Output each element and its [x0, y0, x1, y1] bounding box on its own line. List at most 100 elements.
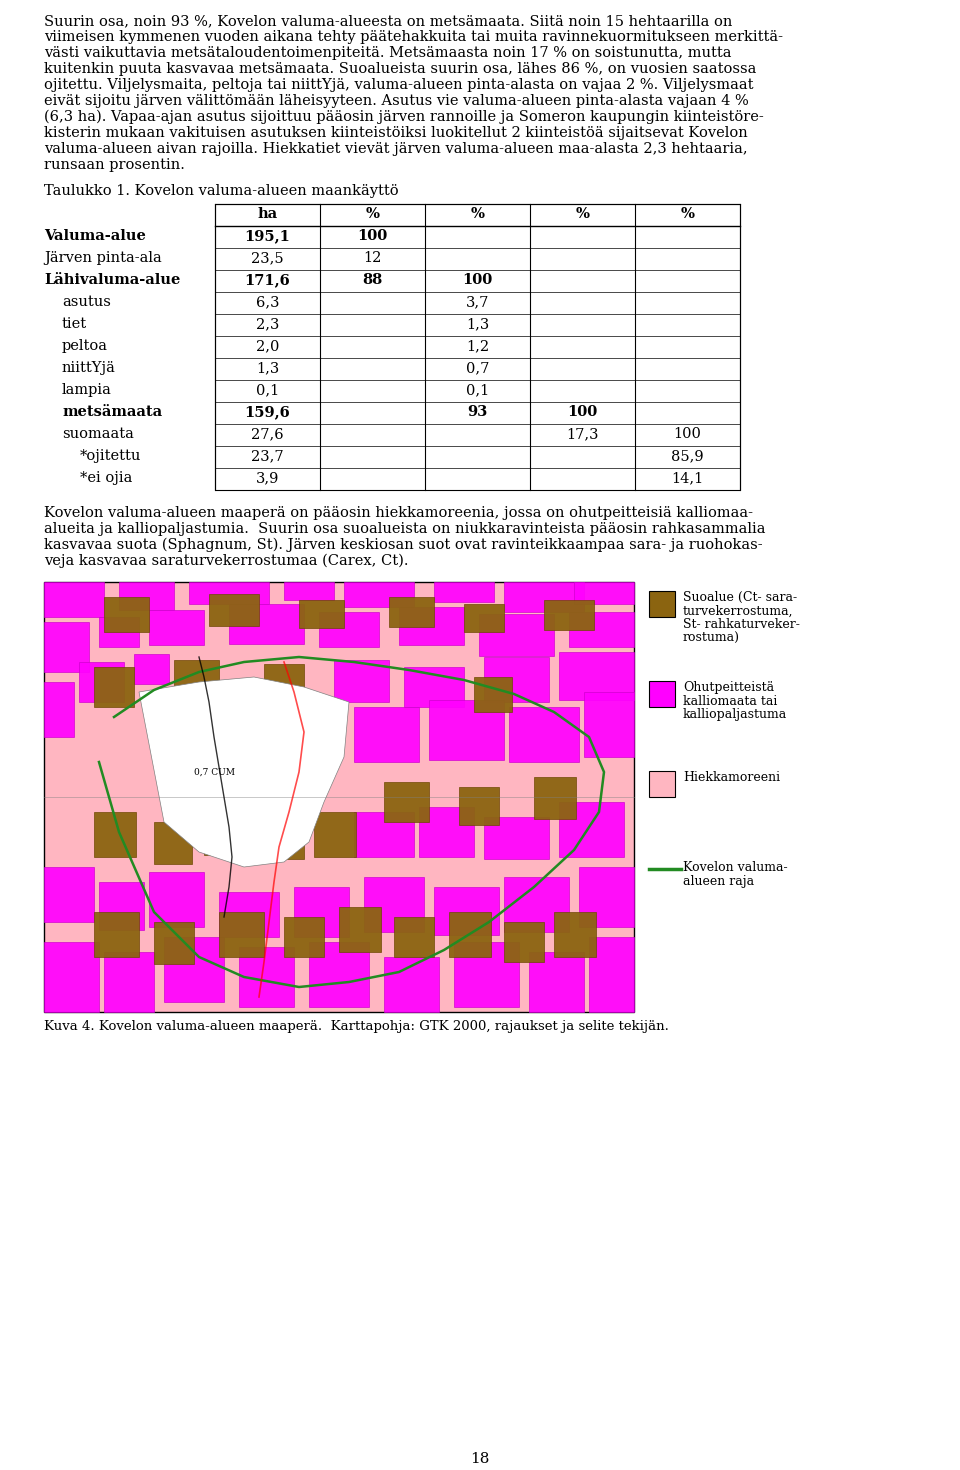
Polygon shape [479, 614, 554, 656]
Polygon shape [229, 604, 304, 644]
Text: 1,3: 1,3 [466, 318, 490, 331]
Text: Kovelon valuma-alueen maaperä on pääosin hiekkamoreenia, jossa on ohutpeitteisiä: Kovelon valuma-alueen maaperä on pääosin… [44, 506, 753, 520]
Text: 159,6: 159,6 [245, 406, 290, 419]
Polygon shape [44, 867, 94, 922]
Text: valuma-alueen aivan rajoilla. Hiekkatiet vievät järven valuma-alueen maa-alasta : valuma-alueen aivan rajoilla. Hiekkatiet… [44, 143, 748, 156]
Text: 2,3: 2,3 [255, 318, 279, 331]
Polygon shape [219, 892, 279, 936]
Polygon shape [449, 911, 491, 957]
Polygon shape [434, 582, 494, 603]
Polygon shape [94, 667, 134, 707]
Polygon shape [394, 917, 434, 957]
Polygon shape [554, 911, 596, 957]
Text: kasvavaa suota (Sphagnum, St). Järven keskiosan suot ovat ravinteikkaampaa sara-: kasvavaa suota (Sphagnum, St). Järven ke… [44, 538, 762, 553]
Polygon shape [579, 867, 634, 928]
Text: 100: 100 [567, 406, 598, 419]
Text: niittYjä: niittYjä [62, 362, 116, 375]
Polygon shape [504, 878, 569, 932]
Text: asutus: asutus [62, 295, 110, 309]
Polygon shape [429, 700, 504, 760]
Text: 93: 93 [468, 406, 488, 419]
Polygon shape [99, 882, 144, 931]
Text: 3,9: 3,9 [255, 470, 279, 485]
Text: kalliopaljastuma: kalliopaljastuma [683, 709, 787, 720]
Polygon shape [204, 807, 249, 856]
Text: *ojitettu: *ojitettu [80, 448, 141, 463]
Text: 1,2: 1,2 [466, 340, 489, 353]
Polygon shape [44, 682, 74, 736]
Text: *ei ojia: *ei ojia [80, 470, 132, 485]
Text: 27,6: 27,6 [252, 426, 284, 441]
Polygon shape [384, 782, 429, 822]
Text: kalliomaata tai: kalliomaata tai [683, 694, 778, 707]
Text: 100: 100 [674, 426, 702, 441]
Polygon shape [339, 907, 381, 953]
Polygon shape [589, 936, 634, 1011]
Text: Kuva 4. Kovelon valuma-alueen maaperä.  Karttapohja: GTK 2000, rajaukset ja seli: Kuva 4. Kovelon valuma-alueen maaperä. K… [44, 1020, 669, 1033]
Polygon shape [504, 582, 584, 612]
Text: %: % [470, 207, 485, 220]
Text: %: % [681, 207, 694, 220]
Text: 2,0: 2,0 [255, 340, 279, 353]
Polygon shape [559, 803, 624, 857]
Text: 0,7 CUM: 0,7 CUM [194, 767, 234, 776]
Polygon shape [319, 612, 379, 647]
Polygon shape [474, 678, 512, 711]
Polygon shape [504, 922, 544, 961]
Text: kisterin mukaan vakituisen asutuksen kiinteistöiksi luokitellut 2 kiinteistöä si: kisterin mukaan vakituisen asutuksen kii… [44, 126, 748, 140]
Bar [649, 681, 675, 707]
Polygon shape [459, 786, 499, 825]
Polygon shape [404, 667, 464, 707]
Text: turvekerrostuma,: turvekerrostuma, [683, 604, 794, 617]
Polygon shape [164, 936, 224, 1003]
Polygon shape [354, 811, 414, 857]
Text: 18: 18 [470, 1452, 490, 1466]
Polygon shape [354, 707, 419, 761]
Text: 0,1: 0,1 [466, 384, 490, 397]
Polygon shape [384, 957, 439, 1011]
Text: 100: 100 [463, 273, 492, 287]
Text: 12: 12 [363, 251, 382, 265]
Polygon shape [299, 600, 344, 628]
Polygon shape [264, 664, 304, 700]
Text: %: % [575, 207, 589, 220]
Text: 0,1: 0,1 [256, 384, 279, 397]
Polygon shape [99, 617, 139, 647]
Text: (6,3 ha). Vapaa-ajan asutus sijoittuu pääosin järven rannoille ja Someron kaupun: (6,3 ha). Vapaa-ajan asutus sijoittuu pä… [44, 110, 764, 125]
Bar [215, 204, 740, 490]
Polygon shape [44, 942, 99, 1011]
Text: St- rahkaturveker-: St- rahkaturveker- [683, 617, 800, 631]
Text: 1,3: 1,3 [256, 362, 279, 375]
Text: Lähivaluma-alue: Lähivaluma-alue [44, 273, 180, 287]
Bar [649, 770, 675, 797]
Text: Ohutpeitteistä: Ohutpeitteistä [683, 681, 774, 694]
Polygon shape [544, 600, 594, 631]
Polygon shape [264, 817, 304, 858]
Polygon shape [239, 947, 294, 1007]
Polygon shape [219, 911, 264, 957]
Polygon shape [534, 778, 576, 819]
Polygon shape [364, 878, 424, 932]
Text: västi vaikuttavia metsätaloudentoimenpiteitä. Metsämaasta noin 17 % on soistunut: västi vaikuttavia metsätaloudentoimenpit… [44, 46, 732, 60]
Text: 88: 88 [362, 273, 383, 287]
Text: 100: 100 [357, 229, 388, 243]
Text: 23,7: 23,7 [252, 448, 284, 463]
Polygon shape [389, 597, 434, 628]
Text: Suoalue (Ct- sara-: Suoalue (Ct- sara- [683, 591, 797, 604]
Polygon shape [44, 582, 104, 617]
Polygon shape [574, 582, 634, 604]
Text: viimeisen kymmenen vuoden aikana tehty päätehakkuita tai muita ravinnekuormituks: viimeisen kymmenen vuoden aikana tehty p… [44, 29, 783, 44]
Text: rostuma): rostuma) [683, 632, 740, 644]
Polygon shape [569, 612, 634, 647]
Text: runsaan prosentin.: runsaan prosentin. [44, 157, 185, 172]
Text: eivät sijoitu järven välittömään läheisyyteen. Asutus vie valuma-alueen pinta-al: eivät sijoitu järven välittömään läheisy… [44, 94, 749, 107]
Text: 17,3: 17,3 [566, 426, 599, 441]
Bar [44, 582, 634, 1011]
Polygon shape [174, 660, 219, 698]
Text: Hiekkamoreeni: Hiekkamoreeni [683, 770, 780, 784]
Polygon shape [464, 604, 504, 632]
Text: alueen raja: alueen raja [683, 875, 755, 888]
Polygon shape [344, 582, 414, 607]
Text: ojitettu. Viljelysmaita, peltoja tai niittYjä, valuma-alueen pinta-alasta on vaj: ojitettu. Viljelysmaita, peltoja tai nii… [44, 78, 754, 93]
Polygon shape [484, 657, 549, 703]
